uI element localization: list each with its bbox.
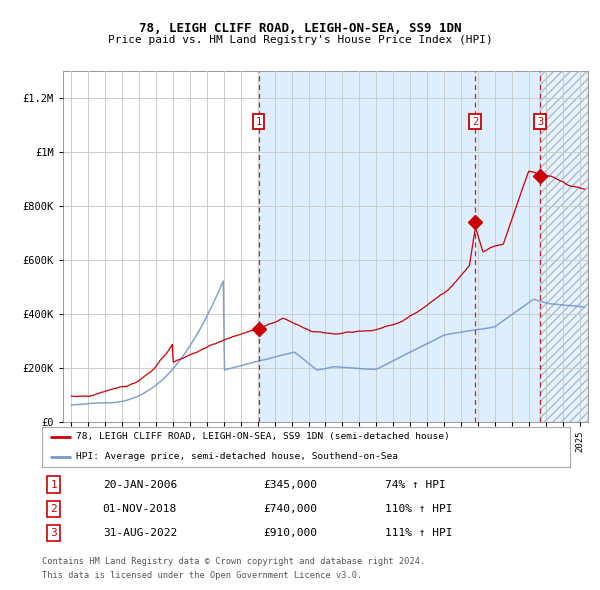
Text: 1: 1: [256, 117, 262, 127]
Text: 78, LEIGH CLIFF ROAD, LEIGH-ON-SEA, SS9 1DN (semi-detached house): 78, LEIGH CLIFF ROAD, LEIGH-ON-SEA, SS9 …: [76, 432, 450, 441]
Text: 31-AUG-2022: 31-AUG-2022: [103, 528, 177, 538]
Text: 111% ↑ HPI: 111% ↑ HPI: [385, 528, 453, 538]
Text: £345,000: £345,000: [264, 480, 318, 490]
Text: 1: 1: [50, 480, 57, 490]
Text: Price paid vs. HM Land Registry's House Price Index (HPI): Price paid vs. HM Land Registry's House …: [107, 35, 493, 44]
Text: £910,000: £910,000: [264, 528, 318, 538]
Text: £740,000: £740,000: [264, 504, 318, 514]
Text: 3: 3: [50, 528, 57, 538]
Text: 74% ↑ HPI: 74% ↑ HPI: [385, 480, 446, 490]
Text: 3: 3: [537, 117, 543, 127]
Bar: [540, 71, 588, 422]
Text: 2: 2: [50, 504, 57, 514]
Bar: [540, 71, 588, 422]
Text: 110% ↑ HPI: 110% ↑ HPI: [385, 504, 453, 514]
Text: 2: 2: [472, 117, 478, 127]
Bar: [259, 71, 540, 422]
Text: 78, LEIGH CLIFF ROAD, LEIGH-ON-SEA, SS9 1DN: 78, LEIGH CLIFF ROAD, LEIGH-ON-SEA, SS9 …: [139, 22, 461, 35]
Text: This data is licensed under the Open Government Licence v3.0.: This data is licensed under the Open Gov…: [42, 571, 362, 580]
Text: HPI: Average price, semi-detached house, Southend-on-Sea: HPI: Average price, semi-detached house,…: [76, 453, 398, 461]
Text: Contains HM Land Registry data © Crown copyright and database right 2024.: Contains HM Land Registry data © Crown c…: [42, 557, 425, 566]
Text: 01-NOV-2018: 01-NOV-2018: [103, 504, 177, 514]
Text: 20-JAN-2006: 20-JAN-2006: [103, 480, 177, 490]
